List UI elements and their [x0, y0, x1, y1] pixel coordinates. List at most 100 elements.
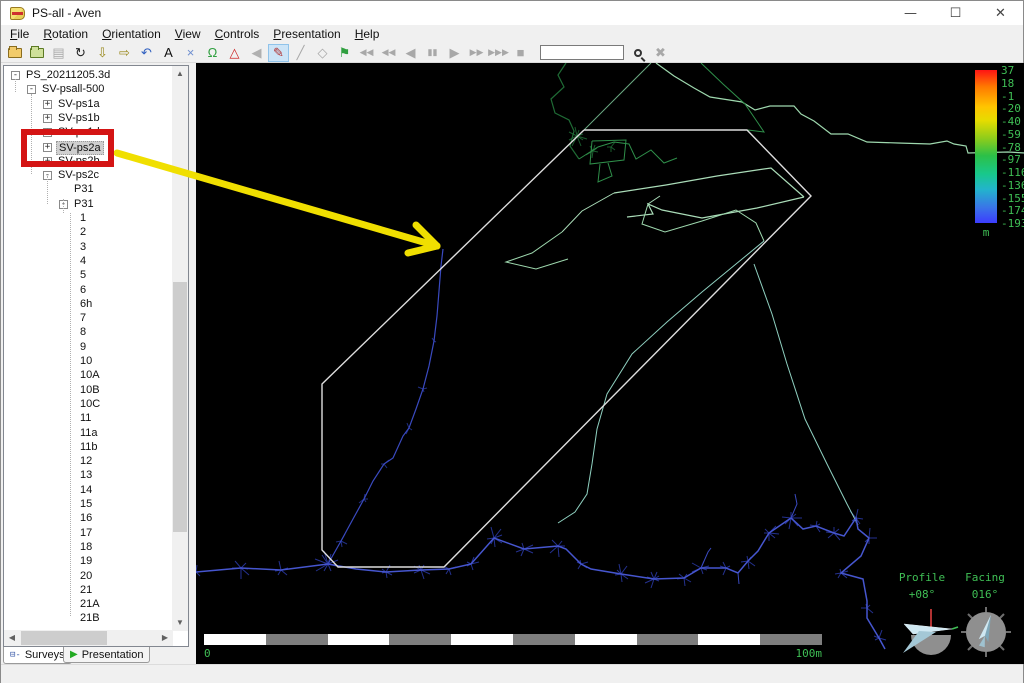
maximize-button[interactable]: ☐	[949, 5, 962, 21]
facing-label: Facing	[965, 571, 1005, 584]
depth-tick-label: -1	[1001, 89, 1015, 103]
scroll-left-icon[interactable]: ◀	[8, 633, 16, 642]
scale-bar-segment	[636, 634, 699, 645]
cave-viewport[interactable]: 3718-1-20-40-59-78-97-116-136-155-174-19…	[196, 63, 1024, 664]
expand-icon[interactable]: +	[43, 98, 52, 109]
elevation-view-button[interactable]: ⇨	[119, 45, 130, 60]
depth-tick-label: -59	[1001, 127, 1021, 141]
window-title: PS-all - Aven	[32, 6, 102, 20]
crosses-button[interactable]: ×	[186, 45, 195, 60]
scale-start-label: 0	[204, 647, 211, 660]
search-icon	[633, 48, 642, 57]
scale-bar-segment	[574, 634, 637, 645]
scale-bar-segment	[512, 634, 575, 645]
open-folder-icon	[7, 45, 22, 58]
menu-rotation[interactable]: Rotation	[43, 27, 89, 41]
menu-bar: File Rotation Orientation View Controls Prese…	[1, 25, 1023, 43]
exported-points-button[interactable]: ◀	[251, 45, 262, 60]
rewind-fast-button[interactable]: ◀◀	[359, 47, 374, 57]
tree-item-label: 10	[80, 355, 93, 367]
entrances-button[interactable]: Ω	[207, 45, 218, 60]
facing-value: 016°	[971, 588, 999, 601]
depth-tick-label: -97	[1001, 153, 1021, 167]
expand-icon[interactable]: +	[43, 112, 52, 123]
tree-vertical-scrollbar[interactable]: ▲ ▼	[172, 66, 188, 631]
tree-item-label: 19	[80, 555, 93, 568]
minimize-button[interactable]: —	[904, 5, 917, 21]
profile-indicator-icon	[903, 609, 959, 655]
show-log-button[interactable]: ▤	[52, 45, 65, 60]
tree-item-label: 11	[80, 412, 92, 425]
color-gradient-bar	[975, 70, 997, 223]
facing-compass-icon	[961, 607, 1011, 657]
close-button[interactable]: ✕	[995, 5, 1006, 21]
survey-render	[196, 63, 1024, 650]
tree-item-label: SV-ps1b	[58, 111, 100, 124]
tree-item-label: 11a	[80, 426, 98, 439]
fixed-points-button[interactable]: △	[229, 45, 240, 60]
clear-search-button[interactable]: ✖	[655, 45, 666, 60]
skip-forward-button[interactable]: ▶▶▶	[488, 47, 509, 57]
vscroll-thumb[interactable]	[173, 282, 187, 532]
menu-help[interactable]: Help	[354, 27, 380, 41]
open-terrain-button[interactable]	[26, 44, 47, 62]
panel-splitter[interactable]	[191, 63, 196, 664]
toggle-rotation-button[interactable]: ↻	[75, 45, 86, 60]
tree-item-label: 1	[80, 212, 87, 224]
scroll-right-icon[interactable]: ▶	[161, 633, 169, 642]
depth-unit-label: m	[982, 226, 990, 239]
depth-tick-label: -40	[1001, 115, 1021, 128]
scroll-up-icon[interactable]: ▲	[176, 69, 184, 78]
tree-item-label: 2	[80, 226, 87, 239]
step-back-button[interactable]: ◀	[405, 45, 416, 60]
menu-orientation[interactable]: Orientation	[102, 27, 161, 41]
status-bar	[1, 664, 1023, 683]
tree-item-label: SV-ps2c	[58, 169, 99, 182]
fast-forward-button[interactable]: ▶▶	[469, 47, 484, 57]
restore-defaults-button[interactable]: ↶	[141, 45, 152, 60]
depth-tick-label: 37	[1001, 64, 1015, 77]
tree-item-label: PS_20211205.3d	[26, 69, 111, 81]
tree-item-label: 16	[80, 512, 93, 525]
tab-surveys[interactable]: ⊟- Surveys	[3, 647, 72, 664]
depth-tick-label: 18	[1001, 76, 1015, 90]
tree-item-label: 3	[80, 240, 87, 253]
menu-presentation[interactable]: Presentation	[273, 27, 341, 41]
tree-item-label: 11b	[80, 440, 98, 453]
tab-presentation[interactable]: ▶ Presentation	[63, 647, 151, 663]
play-button[interactable]: ▶	[449, 45, 460, 60]
open-button[interactable]	[4, 44, 25, 62]
sidebar-tabs: ⊟- Surveys ▶ Presentation	[1, 647, 191, 664]
scroll-down-icon[interactable]: ▼	[176, 618, 184, 627]
menu-file[interactable]: File	[10, 27, 30, 41]
tree-item-label: 21	[80, 583, 93, 596]
menu-view[interactable]: View	[174, 27, 201, 41]
pause-button[interactable]: ▮▮	[427, 47, 438, 57]
tree-item-label: SV-ps1a	[58, 97, 100, 110]
depth-tick-label: -193	[1001, 217, 1024, 230]
line-tool-button[interactable]: ╱	[296, 45, 305, 60]
search-input[interactable]	[540, 45, 624, 60]
station-names-button[interactable]: A	[164, 45, 173, 60]
rewind-button[interactable]: ◀◀	[381, 47, 396, 57]
search-button[interactable]	[628, 44, 649, 62]
titlebar: PS-all - Aven — ☐ ✕	[1, 1, 1023, 25]
stop-button[interactable]: ■	[516, 45, 525, 60]
collapse-icon[interactable]: -	[27, 84, 36, 95]
tree-item-label: P31	[74, 197, 94, 210]
tree-item-label: 13	[80, 469, 93, 482]
terrain-flag-button[interactable]: ⚑	[338, 45, 351, 60]
measure-line-button[interactable]: ✎	[268, 43, 289, 62]
expand-icon[interactable]: +	[43, 141, 52, 152]
hscroll-thumb[interactable]	[21, 631, 107, 645]
tree-horizontal-scrollbar[interactable]: ◀ ▶	[4, 630, 173, 646]
polygon-tool-button[interactable]: ◇	[317, 45, 328, 60]
tree-item-label: 10C	[80, 397, 101, 410]
plan-view-button[interactable]: ⇩	[97, 45, 108, 60]
depth-tick-label: -155	[1001, 191, 1024, 205]
scale-bar-segment	[389, 634, 452, 645]
menu-controls[interactable]: Controls	[214, 27, 260, 41]
depth-tick-label: -136	[1001, 178, 1024, 192]
tree-item-label: 14	[80, 483, 93, 496]
annotation-highlight-box	[21, 129, 114, 167]
